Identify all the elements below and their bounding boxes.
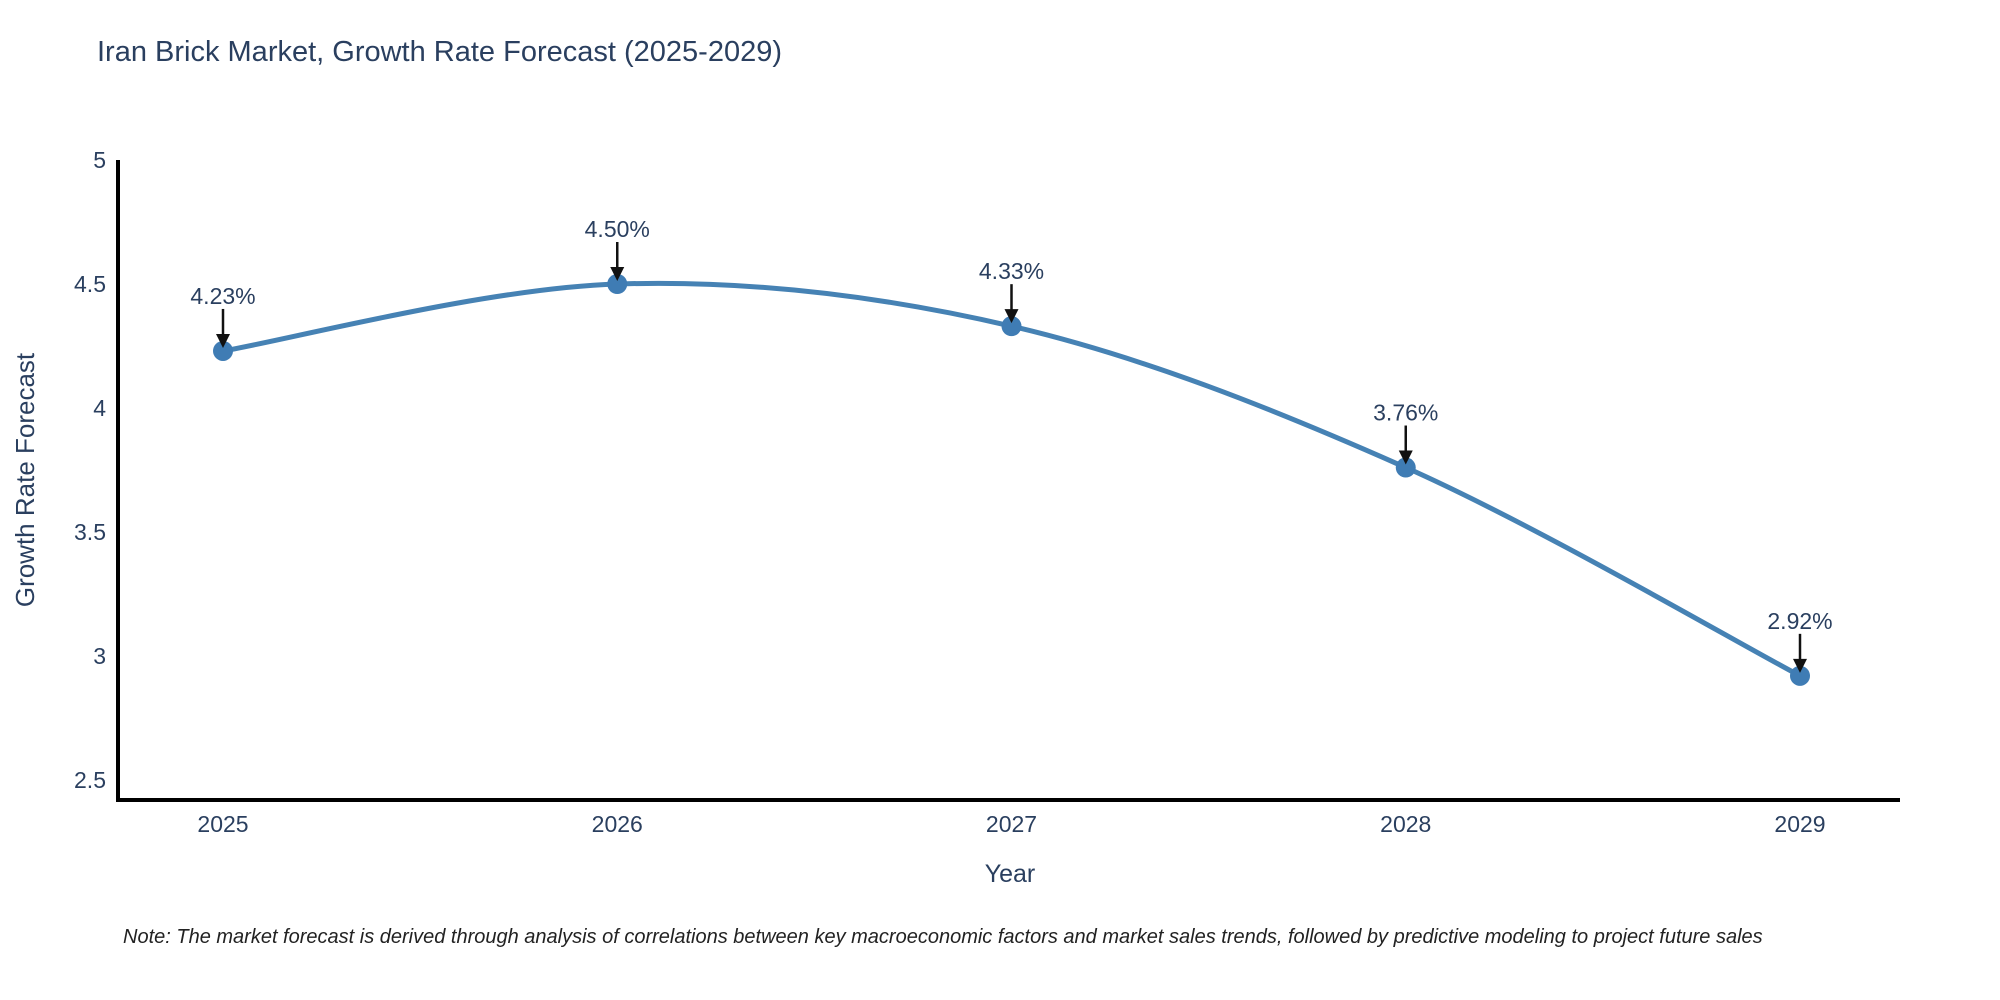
x-tick-label: 2027	[986, 811, 1037, 837]
x-tick-label: 2029	[1774, 811, 1825, 837]
annotation-arrow-head	[1793, 658, 1807, 673]
chart-title: Iran Brick Market, Growth Rate Forecast …	[97, 36, 782, 68]
annotation-arrow-head	[1398, 450, 1413, 465]
annotation-arrow-head	[216, 333, 230, 348]
y-tick-label: 4.5	[74, 271, 106, 297]
data-point	[1001, 316, 1022, 337]
y-tick-label: 2.5	[74, 767, 106, 793]
y-axis-title: Growth Rate Forecast	[10, 352, 40, 608]
x-tick-label: 2028	[1380, 811, 1431, 837]
line-series	[220, 280, 1803, 679]
x-axis-title: Year	[984, 860, 1036, 888]
annotation-arrow-head	[1004, 309, 1019, 324]
x-tick-label: 2025	[197, 811, 248, 837]
data-point	[213, 340, 233, 361]
data-point	[607, 274, 628, 294]
y-tick-label: 5	[93, 147, 106, 173]
y-tick-label: 4	[93, 395, 106, 421]
y-tick-label: 3	[93, 643, 106, 669]
point-label: 4.23%	[190, 283, 255, 309]
point-label: 4.33%	[979, 258, 1044, 284]
data-point	[1790, 665, 1810, 686]
point-label: 3.76%	[1373, 400, 1438, 426]
annotation-arrow-head	[610, 267, 625, 281]
footnote: Note: The market forecast is derived thr…	[123, 926, 1763, 948]
data-point	[1395, 457, 1416, 478]
point-label: 4.50%	[585, 216, 650, 242]
point-label: 2.92%	[1767, 608, 1832, 634]
x-tick-label: 2026	[592, 811, 643, 837]
y-tick-label: 3.5	[74, 519, 106, 545]
